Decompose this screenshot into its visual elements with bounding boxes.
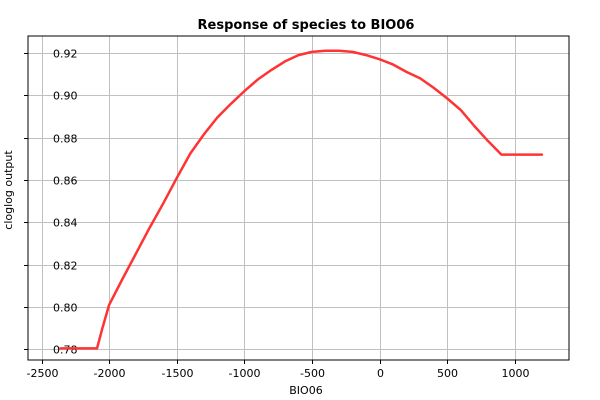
y-axis-label: cloglog output	[2, 150, 15, 230]
chart-title: Response of species to BIO06	[198, 18, 415, 33]
y-tick-label: 0.78	[53, 344, 78, 357]
x-tick-label: 1000	[502, 367, 530, 380]
gridlines	[28, 36, 569, 360]
x-tick-label: -500	[300, 367, 325, 380]
y-tick-label: 0.86	[53, 175, 78, 188]
y-tick-label: 0.90	[53, 90, 78, 103]
x-tick-label: 0	[377, 367, 384, 380]
series-layer	[59, 49, 544, 350]
x-tick-label: -1500	[162, 367, 194, 380]
x-tick-label: -2000	[94, 367, 126, 380]
y-tick-label: 0.88	[53, 133, 78, 146]
response-curve	[59, 49, 544, 350]
y-tick-label: 0.84	[53, 217, 78, 230]
plot-area-frame	[27, 35, 570, 361]
x-axis-label: BIO06	[289, 384, 322, 397]
x-tick-label: -2500	[27, 367, 59, 380]
y-tick-label: 0.82	[53, 260, 78, 273]
y-tick-label: 0.92	[53, 48, 78, 61]
x-tick-label: 500	[437, 367, 458, 380]
x-tick-label: -1000	[229, 367, 261, 380]
y-tick-label: 0.80	[53, 302, 78, 315]
axis-ticks: -2500 -2000 -1500 -1000 -500 0 500 1000 0.78 0.80…	[24, 48, 530, 380]
